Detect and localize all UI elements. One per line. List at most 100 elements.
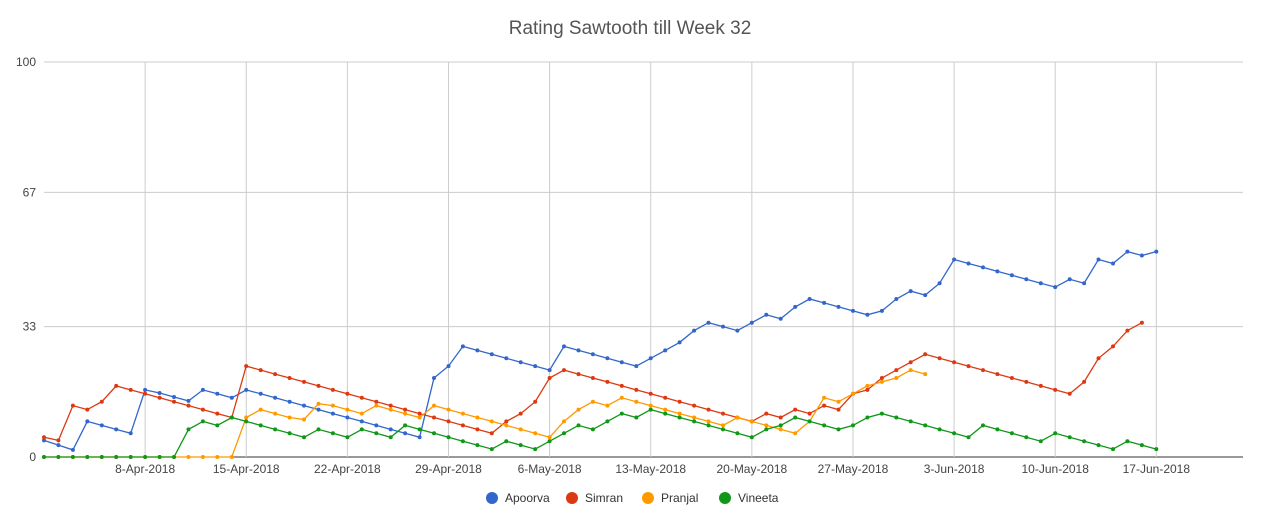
data-point-pranjal <box>287 415 292 420</box>
data-point-simran <box>70 403 75 408</box>
data-point-apoorva <box>677 340 682 345</box>
data-point-pranjal <box>590 399 595 404</box>
data-point-pranjal <box>706 419 711 424</box>
data-point-vineeta <box>504 439 509 444</box>
data-point-simran <box>432 415 436 420</box>
data-point-simran <box>721 411 725 416</box>
data-point-vineeta <box>879 411 884 416</box>
data-point-vineeta <box>42 455 46 459</box>
data-point-simran <box>634 387 639 392</box>
data-point-apoorva <box>981 265 985 270</box>
data-point-vineeta <box>1154 447 1159 452</box>
data-point-simran <box>981 368 985 373</box>
x-axis-ticks: 8-Apr-2018 15-Apr-2018 22-Apr-2018 29-Apr-2… <box>115 462 1190 476</box>
data-point-pranjal <box>749 419 754 424</box>
legend-item-pranjal: Pranjal <box>642 491 698 505</box>
data-point-simran <box>1082 379 1087 384</box>
data-point-apoorva <box>302 403 306 408</box>
data-point-vineeta <box>1125 439 1130 444</box>
data-point-vineeta <box>1038 439 1043 444</box>
data-point-apoorva <box>1053 285 1058 290</box>
data-point-simran <box>345 391 350 396</box>
data-point-apoorva <box>200 387 205 392</box>
data-point-apoorva <box>56 443 61 448</box>
data-point-apoorva <box>114 427 119 432</box>
data-point-vineeta <box>865 415 870 420</box>
data-point-pranjal <box>923 372 928 377</box>
data-point-vineeta <box>749 435 754 440</box>
data-point-vineeta <box>244 419 249 424</box>
data-point-vineeta <box>273 427 278 432</box>
data-point-vineeta <box>735 431 740 436</box>
data-point-apoorva <box>865 312 870 317</box>
data-point-simran <box>1096 356 1101 361</box>
data-point-pranjal <box>432 403 436 408</box>
data-point-apoorva <box>937 281 942 286</box>
data-point-pranjal <box>721 423 725 428</box>
data-point-simran <box>952 360 957 365</box>
data-point-pranjal <box>677 411 682 416</box>
data-point-apoorva <box>793 304 798 309</box>
data-point-apoorva <box>258 391 263 396</box>
data-point-simran <box>1111 344 1115 349</box>
legend-marker <box>719 492 731 504</box>
data-point-vineeta <box>403 423 408 428</box>
data-point-vineeta <box>114 455 119 459</box>
data-point-simran <box>114 383 119 388</box>
data-point-simran <box>172 399 176 404</box>
data-point-apoorva <box>908 289 913 294</box>
data-point-apoorva <box>388 427 393 432</box>
legend-label: Vineeta <box>738 491 779 505</box>
data-point-apoorva <box>172 395 176 399</box>
data-point-simran <box>966 364 971 369</box>
data-point-apoorva <box>128 431 133 436</box>
data-point-vineeta <box>576 423 581 428</box>
data-point-apoorva <box>330 411 335 416</box>
data-point-pranjal <box>229 455 234 459</box>
data-point-simran <box>865 387 870 392</box>
data-point-pranjal <box>374 403 379 408</box>
data-point-vineeta <box>215 423 220 428</box>
legend-label: Simran <box>585 491 623 505</box>
data-point-vineeta <box>70 455 75 459</box>
data-point-simran <box>388 403 393 408</box>
data-point-vineeta <box>937 427 942 432</box>
data-point-pranjal <box>879 379 884 384</box>
data-point-apoorva <box>460 344 465 349</box>
data-point-simran <box>1009 376 1014 380</box>
data-point-apoorva <box>721 324 725 329</box>
data-point-simran <box>576 372 581 377</box>
data-point-pranjal <box>865 383 870 388</box>
data-point-apoorva <box>706 320 711 325</box>
data-point-simran <box>374 399 379 404</box>
series-points <box>42 249 1159 459</box>
data-point-apoorva <box>345 415 350 420</box>
data-point-pranjal <box>186 455 191 459</box>
data-point-apoorva <box>1111 261 1115 266</box>
data-point-vineeta <box>258 423 263 428</box>
data-point-apoorva <box>359 419 364 424</box>
data-point-vineeta <box>56 455 61 459</box>
data-point-simran <box>56 438 61 443</box>
data-point-vineeta <box>388 435 393 440</box>
data-point-simran <box>1024 379 1029 384</box>
data-point-apoorva <box>995 269 1000 274</box>
data-point-apoorva <box>692 328 697 333</box>
series-line-pranjal <box>44 369 926 458</box>
data-point-pranjal <box>316 401 321 406</box>
data-point-apoorva <box>287 399 292 404</box>
data-point-vineeta <box>359 427 364 432</box>
data-point-vineeta <box>851 423 855 428</box>
data-point-apoorva <box>634 364 639 369</box>
data-point-pranjal <box>533 431 538 436</box>
data-point-apoorva <box>403 431 408 436</box>
data-point-vineeta <box>721 427 725 432</box>
data-point-apoorva <box>244 387 249 392</box>
data-point-vineeta <box>648 407 653 412</box>
data-point-vineeta <box>807 419 812 424</box>
data-point-vineeta <box>157 455 162 459</box>
data-point-pranjal <box>518 427 523 432</box>
legend-label: Apoorva <box>505 491 550 505</box>
data-point-apoorva <box>663 348 668 353</box>
data-point-vineeta <box>908 419 913 424</box>
